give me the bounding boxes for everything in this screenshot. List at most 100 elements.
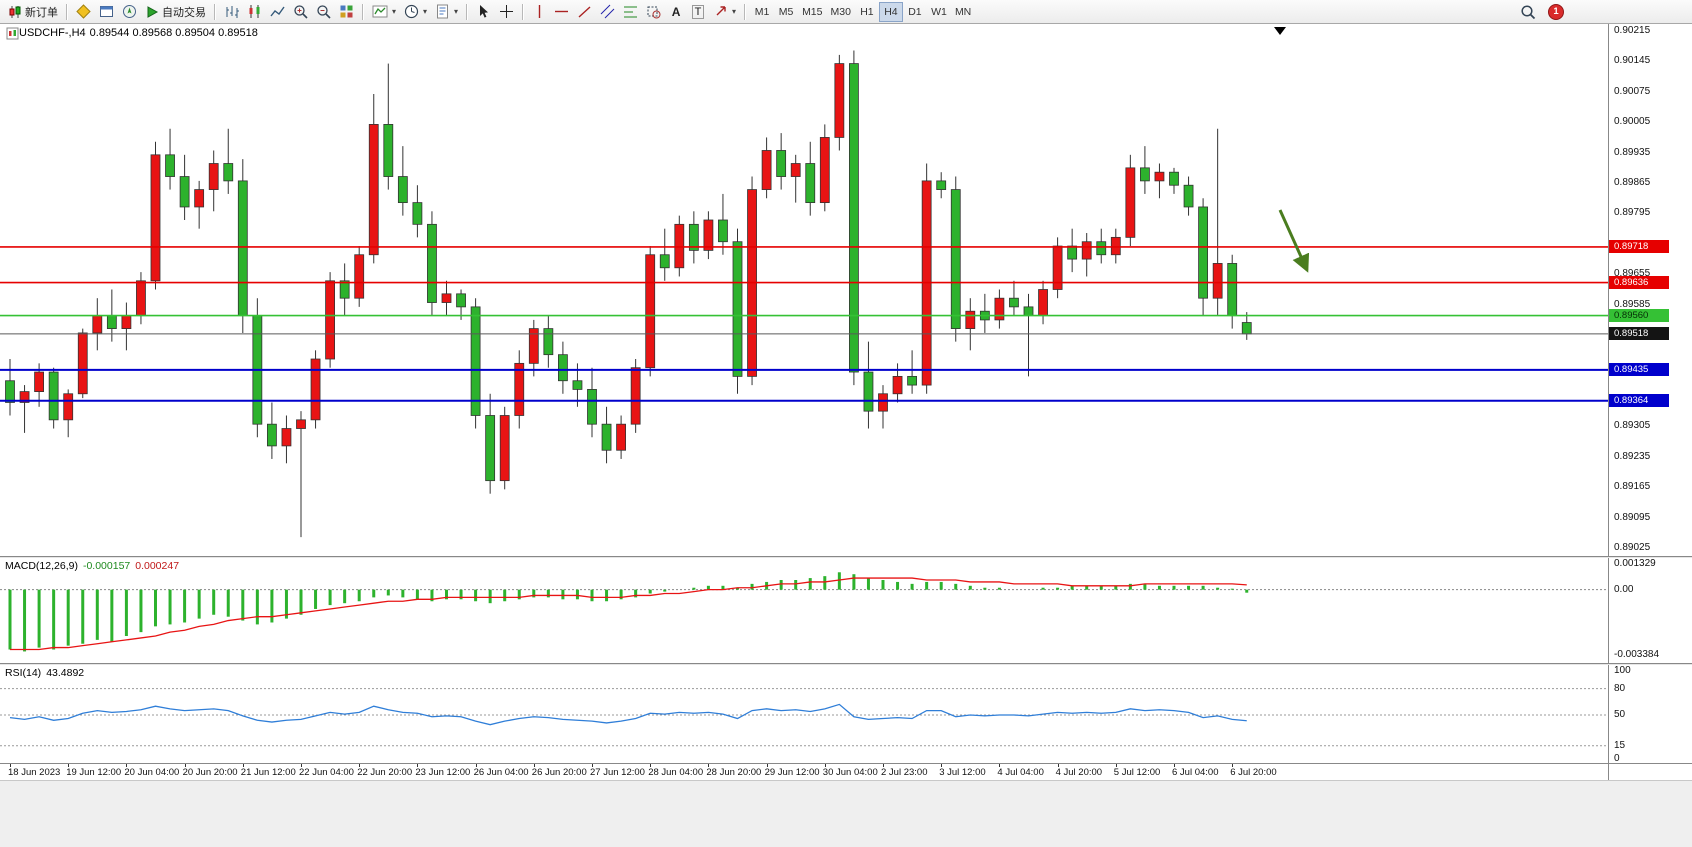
indicators-button[interactable]: ▾ <box>368 2 400 22</box>
price-tick: 0.90005 <box>1614 116 1651 128</box>
shapes-button[interactable] <box>642 2 665 22</box>
price-tick: 0.89235 <box>1614 450 1651 462</box>
rsi-tick: 15 <box>1614 739 1626 751</box>
macd-signal-value: 0.000247 <box>135 560 180 572</box>
time-axis[interactable]: 18 Jun 2023 19 Jun 12:00 20 Jun 04:00 20 Ju… <box>0 763 1692 780</box>
time-tick <box>184 764 186 767</box>
price-chart-panel[interactable]: ▾ USDCHF-,H4 0.89544 0.89568 0.89504 0.8… <box>0 24 1692 556</box>
panel-splitter[interactable] <box>0 556 1692 558</box>
price-tick: 0.90145 <box>1614 55 1651 67</box>
bottom-spacer <box>0 780 1692 847</box>
macd-panel[interactable]: MACD(12,26,9) -0.000157 0.000247 0.00132… <box>0 558 1692 663</box>
new-order-button[interactable]: 新订单 <box>4 2 62 22</box>
fibonacci-button[interactable] <box>619 2 642 22</box>
timeframe-m1-button[interactable]: M1 <box>750 2 774 22</box>
time-label: 18 Jun 2023 <box>8 767 61 778</box>
timeframe-m30-button[interactable]: M30 <box>827 2 855 22</box>
crosshair-button[interactable] <box>495 2 518 22</box>
time-label: 4 Jul 04:00 <box>997 767 1044 778</box>
time-tick <box>766 764 768 767</box>
arrows-button[interactable]: ▾ <box>709 2 740 22</box>
data-window-button[interactable] <box>95 2 118 22</box>
trendline-button[interactable] <box>573 2 596 22</box>
price-axis[interactable]: 0.90215 0.90145 0.90075 0.90005 0.89935 0.898… <box>1608 24 1692 556</box>
price-badge: 0.89364 <box>1609 394 1669 408</box>
timeframe-d1-button[interactable]: D1 <box>903 2 927 22</box>
time-tick <box>126 764 128 767</box>
time-label: 19 Jun 12:00 <box>66 767 122 778</box>
toolbar-separator <box>362 3 364 20</box>
market-watch-button[interactable] <box>72 2 95 22</box>
time-tick <box>68 764 70 767</box>
price-tick: 0.90215 <box>1614 25 1651 36</box>
search-button[interactable] <box>1516 2 1540 22</box>
timeframe-mn-button[interactable]: MN <box>951 2 975 22</box>
time-label: 20 Jun 04:00 <box>124 767 180 778</box>
market-watch-icon <box>76 4 91 19</box>
navigator-icon <box>122 4 137 19</box>
tile-windows-button[interactable] <box>335 2 358 22</box>
rsi-panel[interactable]: RSI(14) 43.4892 100 80 50 15 0 <box>0 665 1692 764</box>
time-tick <box>1174 764 1175 767</box>
text-button[interactable]: A <box>665 2 687 22</box>
channel-button[interactable] <box>596 2 619 22</box>
horizontal-line-icon <box>554 5 569 18</box>
panel-splitter[interactable] <box>0 663 1692 665</box>
price-tick: 0.89585 <box>1614 298 1651 310</box>
rsi-plot[interactable] <box>0 665 1608 763</box>
periods-button[interactable]: ▾ <box>400 2 431 22</box>
fibonacci-icon <box>623 4 638 19</box>
macd-name: MACD(12,26,9) <box>5 560 78 572</box>
price-tick: 0.89305 <box>1614 420 1651 432</box>
rsi-tick: 80 <box>1614 682 1626 694</box>
autotrading-label: 自动交易 <box>162 6 206 19</box>
price-tick: 0.89095 <box>1614 511 1651 523</box>
line-chart-icon <box>270 4 285 19</box>
toolbar-separator <box>66 3 68 20</box>
time-label: 4 Jul 20:00 <box>1055 767 1103 778</box>
zoom-in-button[interactable] <box>289 2 312 22</box>
templates-button[interactable]: ▾ <box>431 2 462 22</box>
text-label-button[interactable]: T <box>687 2 709 22</box>
navigator-button[interactable] <box>118 2 141 22</box>
autotrading-button[interactable]: 自动交易 <box>141 2 210 22</box>
rsi-name: RSI(14) <box>5 667 42 679</box>
time-tick <box>592 764 593 767</box>
rsi-axis[interactable]: 100 80 50 15 0 <box>1608 665 1692 764</box>
ohlc-values: 0.89544 0.89568 0.89504 0.89518 <box>89 27 258 39</box>
horizontal-line-button[interactable] <box>550 2 573 22</box>
timeframe-h4-button[interactable]: H4 <box>878 1 903 22</box>
macd-axis[interactable]: 0.001329 0.00 -0.003384 <box>1608 558 1692 663</box>
candlestick-chart-button[interactable] <box>243 2 266 22</box>
time-tick <box>824 764 826 767</box>
time-tick <box>708 764 710 767</box>
shapes-icon <box>646 4 661 19</box>
crosshair-icon <box>499 4 514 19</box>
price-tick: 0.89165 <box>1614 481 1651 493</box>
notification-badge[interactable]: 1 <box>1548 3 1564 20</box>
toolbar-separator <box>214 3 216 20</box>
zoom-out-icon <box>316 4 331 19</box>
cursor-button[interactable] <box>472 2 495 22</box>
macd-main-value: -0.000157 <box>82 560 131 572</box>
zoom-out-button[interactable] <box>312 2 335 22</box>
bar-chart-button[interactable] <box>220 2 243 22</box>
time-label: 20 Jun 20:00 <box>182 767 238 778</box>
price-badge: 0.89718 <box>1609 240 1669 254</box>
symbol-period-label: USDCHF-,H4 <box>19 27 86 39</box>
time-label: 26 Jun 20:00 <box>531 767 587 778</box>
vertical-line-button[interactable] <box>528 2 550 22</box>
vertical-line-icon <box>533 4 546 19</box>
price-chart-plot[interactable] <box>0 24 1608 556</box>
line-chart-button[interactable] <box>266 2 289 22</box>
time-tick <box>533 764 535 767</box>
price-tick: 0.90075 <box>1614 85 1651 97</box>
rsi-value: 43.4892 <box>46 667 85 679</box>
template-icon <box>435 4 450 19</box>
timeframe-m15-button[interactable]: M15 <box>798 2 826 22</box>
price-tick: 0.89795 <box>1614 207 1651 219</box>
macd-plot[interactable] <box>0 558 1608 663</box>
timeframe-h1-button[interactable]: H1 <box>855 2 879 22</box>
timeframe-m5-button[interactable]: M5 <box>774 2 798 22</box>
timeframe-w1-button[interactable]: W1 <box>927 2 951 22</box>
